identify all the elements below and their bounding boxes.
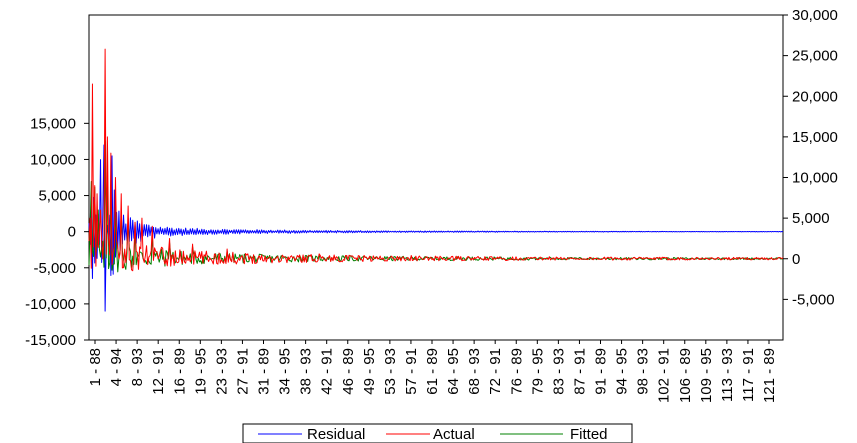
x-axis-tick-label: 72 - 91 xyxy=(487,348,504,395)
x-axis-tick-label: 23 - 93 xyxy=(213,348,230,395)
x-axis-tick-label: 57 - 91 xyxy=(403,348,420,395)
right-axis-tick-label: 30,000 xyxy=(792,7,838,24)
left-axis: -15,000 -10,000 -5,000 0 5,000 10,000 15,000 xyxy=(25,115,89,349)
right-axis-tick-label: 15,000 xyxy=(792,129,838,146)
plot-frame xyxy=(88,14,784,341)
x-axis-tick-label: 49 - 95 xyxy=(361,348,378,395)
x-axis-tick-label: 102 - 91 xyxy=(656,348,673,403)
x-axis-tick-label: 94 - 95 xyxy=(614,348,631,395)
x-axis-tick-label: 4 - 94 xyxy=(108,348,125,386)
x-axis-tick-label: 91 - 89 xyxy=(593,348,610,395)
x-axis-tick-label: 83 - 93 xyxy=(550,348,567,395)
right-axis-tick-label: 25,000 xyxy=(792,48,838,65)
left-axis-tick-label: -15,000 xyxy=(25,332,76,349)
right-axis-tick-label: -5,000 xyxy=(792,291,835,308)
x-axis-tick-label: 31 - 89 xyxy=(256,348,273,395)
x-axis-tick-label: 68 - 93 xyxy=(466,348,483,395)
actual-series-line xyxy=(88,48,784,272)
x-axis: 1 - 88 4 - 94 8 - 93 12 - 91 16 - 89 19 - 95 2… xyxy=(87,340,778,403)
x-axis-tick-label: 87 - 91 xyxy=(571,348,588,395)
x-axis-tick-label: 27 - 91 xyxy=(234,348,251,395)
x-axis-tick-label: 61 - 89 xyxy=(424,348,441,395)
legend: Residual Actual Fitted xyxy=(242,423,633,443)
residual-series-line xyxy=(88,144,784,312)
right-axis: -5,000 0 5,000 10,000 15,000 20,000 25,000 30,0… xyxy=(783,7,838,308)
x-axis-tick-label: 106 - 89 xyxy=(677,348,694,403)
legend-label-fitted: Fitted xyxy=(570,426,608,443)
x-axis-tick-label: 76 - 89 xyxy=(508,348,525,395)
left-axis-tick-label: 5,000 xyxy=(38,188,76,205)
x-axis-tick-label: 19 - 95 xyxy=(192,348,209,395)
x-axis-tick-label: 79 - 95 xyxy=(529,348,546,395)
x-axis-tick-label: 16 - 89 xyxy=(171,348,188,395)
x-axis-tick-label: 8 - 93 xyxy=(129,348,146,386)
legend-label-residual: Residual xyxy=(307,426,365,443)
x-axis-tick-label: 12 - 91 xyxy=(150,348,167,395)
right-axis-tick-label: 5,000 xyxy=(792,210,830,227)
x-axis-tick-label: 53 - 93 xyxy=(382,348,399,395)
x-axis-tick-label: 98 - 93 xyxy=(635,348,652,395)
x-axis-tick-label: 42 - 91 xyxy=(319,348,336,395)
left-axis-tick-label: -10,000 xyxy=(25,296,76,313)
right-axis-tick-label: 20,000 xyxy=(792,88,838,105)
legend-box xyxy=(242,423,633,443)
x-axis-tick-label: 109 - 95 xyxy=(698,348,715,403)
legend-label-actual: Actual xyxy=(433,426,475,443)
right-axis-tick-label: 0 xyxy=(792,251,800,268)
x-axis-tick-label: 121 - 89 xyxy=(761,348,778,403)
x-axis-tick-label: 1 - 88 xyxy=(87,348,104,386)
x-axis-tick-label: 34 - 95 xyxy=(277,348,294,395)
x-axis-tick-label: 113 - 93 xyxy=(719,348,736,402)
right-axis-tick-label: 10,000 xyxy=(792,170,838,187)
left-axis-tick-label: 0 xyxy=(68,224,76,241)
left-axis-tick-label: 10,000 xyxy=(30,151,76,168)
actual-line-layer xyxy=(88,48,784,272)
x-axis-tick-label: 38 - 93 xyxy=(298,348,315,395)
residual-line-layer xyxy=(88,144,784,312)
x-axis-tick-label: 46 - 89 xyxy=(340,348,357,395)
left-axis-tick-label: 15,000 xyxy=(30,115,76,132)
x-axis-tick-label: 64 - 95 xyxy=(445,348,462,395)
left-axis-tick-label: -5,000 xyxy=(33,260,76,277)
x-axis-tick-label: 117 - 91 xyxy=(740,348,757,402)
